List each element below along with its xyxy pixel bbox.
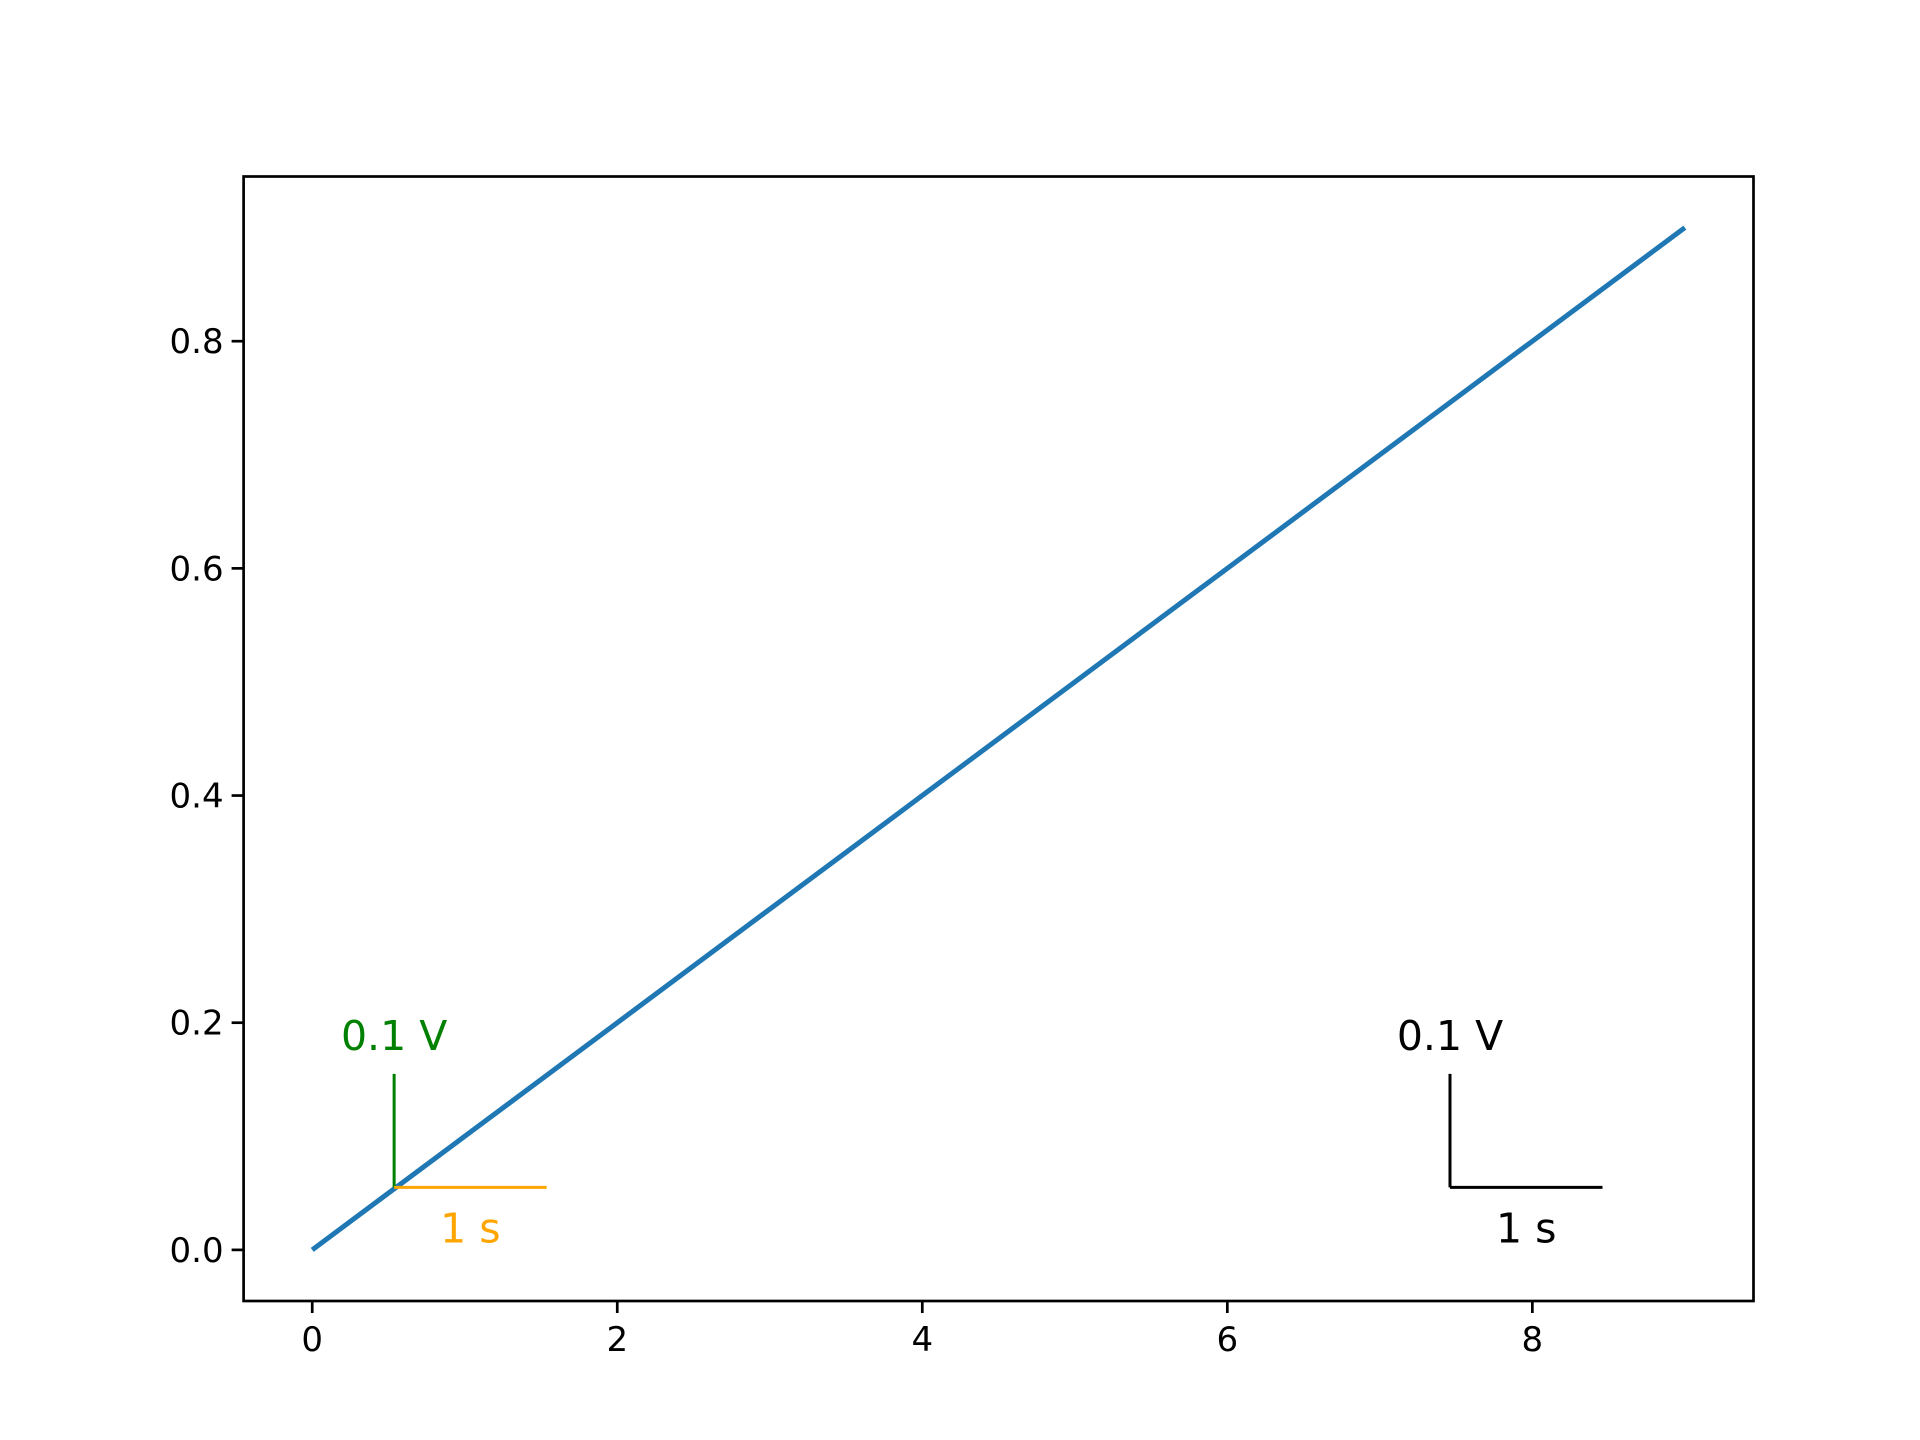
y-tick-label: 0.2 [170,1004,224,1044]
x-tick-label: 6 [1217,1320,1239,1360]
y-tick-label: 0.8 [170,322,224,362]
x-tick-label: 4 [911,1320,933,1360]
x-tick-label: 0 [301,1320,323,1360]
scale-bar-ylabel: 0.1 V [1397,1012,1503,1060]
axes-frame [242,175,1755,1303]
y-tick-label: 0.6 [170,549,224,589]
scale-bar-ylabel: 0.1 V [341,1012,447,1060]
x-tick-label: 8 [1522,1320,1544,1360]
line-series [310,225,1687,1252]
y-tick-label: 0.4 [170,777,224,817]
scale-bar-xlabel: 1 s [1496,1204,1556,1252]
x-tick-label: 2 [606,1320,628,1360]
y-tick-label: 0.0 [170,1231,224,1271]
scale-bar-xlabel: 1 s [440,1204,500,1252]
